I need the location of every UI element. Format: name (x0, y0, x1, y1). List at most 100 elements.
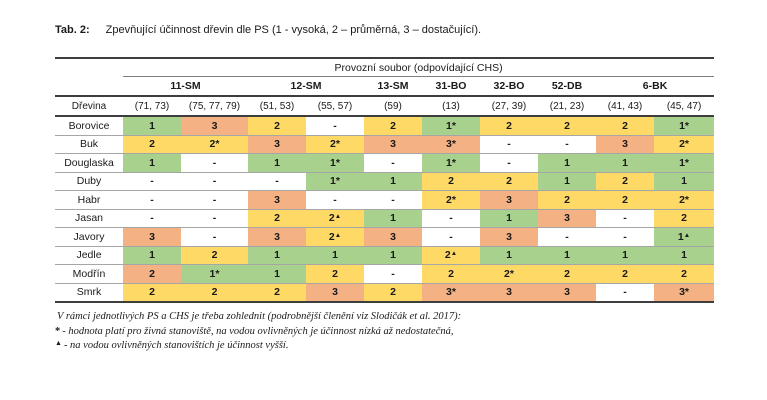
table-row-chs-labels: Dřevina (71, 73) (75, 77, 79) (51, 53) (55,… (55, 96, 715, 117)
rating-cell: 2 (248, 116, 306, 136)
rating-cell: 1 (654, 246, 715, 265)
table-row-borovice: Borovice 1 3 2-2 1* 2 2 2 1* (55, 116, 715, 136)
table-caption: Tab. 2: Zpevňující účinnost dřevin dle PS… (55, 24, 481, 36)
rating-cell: 2 (596, 172, 654, 191)
rating-cell: 3 (480, 283, 538, 303)
footnotes: V rámci jednotlivých PS a CHS je třeba z… (55, 310, 461, 354)
chs-label: (13) (422, 96, 480, 117)
species-name: Buk (55, 135, 123, 154)
rating-cell: 1* (306, 153, 364, 173)
rating-cell: 3 (248, 227, 306, 247)
rating-cell: 2 (422, 264, 480, 284)
rating-cell: 1 (364, 209, 422, 228)
rating-cell: 2 (596, 116, 654, 136)
triangle-marker: ▲ (334, 231, 342, 239)
rating-cell: - (181, 190, 248, 210)
rating-cell: - (248, 172, 306, 191)
chs-label: (71, 73) (123, 96, 181, 117)
rating-cell: 1 (538, 246, 596, 265)
rating-cell: - (480, 135, 538, 154)
table-row-habr: Habr - -3- -2* 3 2 2 2* (55, 190, 715, 210)
table-row-buk: Buk 2 2* 3 2* 3 3* - -3 2* (55, 135, 715, 154)
rating-cell: 1 (654, 172, 715, 191)
footnote-line: * - hodnota platí pro živná stanoviště, n… (55, 325, 461, 340)
rating-cell: 2 (248, 209, 306, 228)
rating-cell: 1 (248, 264, 306, 284)
rating-cell: 2 (538, 190, 596, 210)
blank-corner-cell (55, 76, 123, 97)
rating-cell: - (181, 172, 248, 191)
rating-cell: 1 (538, 172, 596, 191)
rating-cell: 2 (181, 283, 248, 303)
species-name: Borovice (55, 116, 123, 136)
rating-cell: 2▲ (306, 227, 364, 247)
rating-cell: 2 (364, 283, 422, 303)
rating-cell: 2 (123, 264, 181, 284)
table-row-duby: Duby - - -1* 1 2 2 1 2 1 (55, 172, 715, 191)
rating-cell: 3 (248, 190, 306, 210)
provozni-soubor-header: Provozní soubor (odpovídající CHS) (123, 58, 715, 77)
rating-cell: 1 (306, 246, 364, 265)
rating-cell: 1* (422, 116, 480, 136)
chs-label: (21, 23) (538, 96, 596, 117)
rating-cell: - (123, 172, 181, 191)
chs-label: (45, 47) (654, 96, 715, 117)
rating-cell: 2 (654, 264, 715, 284)
table-row-jasan: Jasan - -2 2▲ 1-1 3-2 (55, 209, 715, 228)
rating-cell: 2▲ (422, 246, 480, 265)
rating-cell: - (596, 227, 654, 247)
rating-cell: 2 (654, 209, 715, 228)
rating-cell: 1 (123, 246, 181, 265)
table-row-modřín: Modřín 2 1* 1 2-2 2* 2 2 2 (55, 264, 715, 284)
rating-cell: 2 (480, 116, 538, 136)
column-group-32-BO: 32-BO (480, 76, 538, 97)
triangle-marker: ▲ (683, 231, 691, 239)
rating-cell: 1 (480, 246, 538, 265)
footnote-text: - hodnota platí pro živná stanoviště, na… (62, 325, 454, 337)
rating-cell: 1 (123, 116, 181, 136)
species-name: Habr (55, 190, 123, 210)
species-name: Jedle (55, 246, 123, 265)
table-row-provozni-soubor: Provozní soubor (odpovídající CHS) (55, 58, 715, 77)
rating-cell: 2 (422, 172, 480, 191)
rating-cell: - (181, 153, 248, 173)
species-name: Modřín (55, 264, 123, 284)
rating-cell: 1* (422, 153, 480, 173)
rating-cell: - (123, 190, 181, 210)
rating-cell: 3 (480, 190, 538, 210)
species-name: Duby (55, 172, 123, 191)
rating-cell: - (422, 227, 480, 247)
rating-cell: 2* (181, 135, 248, 154)
footnote-text: - na vodou ovlivněných stanovištích je ú… (63, 340, 289, 352)
rating-cell: 2 (596, 190, 654, 210)
rating-cell: 1 (364, 172, 422, 191)
rating-cell: 2 (538, 264, 596, 284)
rating-cell: 2▲ (306, 209, 364, 228)
table-row-jedle: Jedle 1 2 1 1 1 2▲ 1 1 1 1 (55, 246, 715, 265)
rating-cell: 3 (306, 283, 364, 303)
rating-cell: - (364, 264, 422, 284)
rating-cell: - (306, 116, 364, 136)
rating-cell: 1 (248, 246, 306, 265)
column-group-11-SM: 11-SM (123, 76, 248, 97)
chs-label: (55, 57) (306, 96, 364, 117)
rating-cell: 1* (654, 116, 715, 136)
triangle-marker: ▲ (334, 213, 342, 221)
table-row-javory: Javory 3-3 2▲ 3-3- -1▲ (55, 227, 715, 247)
rating-cell: 3 (538, 283, 596, 303)
column-group-52-DB: 52-DB (538, 76, 596, 97)
rating-cell: 3 (596, 135, 654, 154)
chs-label: (75, 77, 79) (181, 96, 248, 117)
table-row-douglaska: Douglaska 1-1 1* -1* -1 1 1* (55, 153, 715, 173)
rating-cell: 2 (248, 283, 306, 303)
triangle-marker: ▲ (450, 250, 458, 258)
rating-cell: 3 (364, 227, 422, 247)
rating-cell: 1 (596, 246, 654, 265)
table-title-text: Zpevňující účinnost dřevin dle PS (1 - v… (105, 24, 482, 36)
species-name: Jasan (55, 209, 123, 228)
rating-cell: 1▲ (654, 227, 715, 247)
column-group-13-SM: 13-SM (364, 76, 422, 97)
rating-cell: - (538, 227, 596, 247)
rating-cell: - (181, 209, 248, 228)
rating-cell: 2* (654, 135, 715, 154)
